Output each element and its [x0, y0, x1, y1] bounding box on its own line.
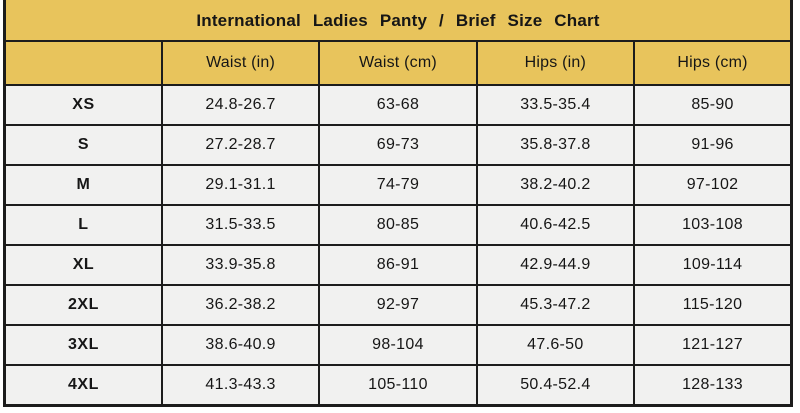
size-cell: 2XL: [3, 284, 163, 326]
waist-in-cell: 27.2-28.7: [160, 124, 321, 166]
size-cell: L: [3, 204, 163, 246]
hips-in-cell: 45.3-47.2: [475, 284, 636, 326]
waist-in-cell: 31.5-33.5: [160, 204, 321, 246]
hips-cm-cell: 91-96: [633, 124, 793, 166]
waist-cm-cell: 80-85: [318, 204, 478, 246]
waist-cm-cell: 98-104: [318, 324, 478, 366]
table-row-3xl: 3XL 38.6-40.9 98-104 47.6-50 121-127: [3, 324, 793, 366]
waist-cm-cell: 63-68: [318, 84, 478, 126]
hips-in-cell: 35.8-37.8: [475, 124, 636, 166]
hips-cm-cell: 109-114: [633, 244, 793, 286]
waist-in-cell: 36.2-38.2: [160, 284, 321, 326]
hips-in-cell: 50.4-52.4: [475, 364, 636, 407]
hips-cm-cell: 103-108: [633, 204, 793, 246]
waist-in-cell: 33.9-35.8: [160, 244, 321, 286]
col-header-hips-cm: Hips (cm): [633, 40, 793, 86]
col-header-waist-in: Waist (in): [160, 40, 321, 86]
hips-in-cell: 38.2-40.2: [475, 164, 636, 206]
waist-cm-cell: 86-91: [318, 244, 478, 286]
size-cell: XL: [3, 244, 163, 286]
hips-cm-cell: 115-120: [633, 284, 793, 326]
hips-cm-cell: 128-133: [633, 364, 793, 407]
hips-in-cell: 42.9-44.9: [475, 244, 636, 286]
col-header-hips-in: Hips (in): [475, 40, 636, 86]
hips-in-cell: 40.6-42.5: [475, 204, 636, 246]
hips-cm-cell: 97-102: [633, 164, 793, 206]
waist-in-cell: 29.1-31.1: [160, 164, 321, 206]
chart-title: International Ladies Panty / Brief Size …: [3, 0, 793, 42]
size-cell: 4XL: [3, 364, 163, 407]
waist-cm-cell: 92-97: [318, 284, 478, 326]
title-row: International Ladies Panty / Brief Size …: [3, 0, 793, 42]
size-cell: M: [3, 164, 163, 206]
waist-cm-cell: 74-79: [318, 164, 478, 206]
table-row-2xl: 2XL 36.2-38.2 92-97 45.3-47.2 115-120: [3, 284, 793, 326]
table-row-xs: XS 24.8-26.7 63-68 33.5-35.4 85-90: [3, 84, 793, 126]
table-row-m: M 29.1-31.1 74-79 38.2-40.2 97-102: [3, 164, 793, 206]
waist-in-cell: 38.6-40.9: [160, 324, 321, 366]
table-row-s: S 27.2-28.7 69-73 35.8-37.8 91-96: [3, 124, 793, 166]
size-cell: 3XL: [3, 324, 163, 366]
size-cell: XS: [3, 84, 163, 126]
hips-cm-cell: 121-127: [633, 324, 793, 366]
table-row-xl: XL 33.9-35.8 86-91 42.9-44.9 109-114: [3, 244, 793, 286]
size-cell: S: [3, 124, 163, 166]
table-row-l: L 31.5-33.5 80-85 40.6-42.5 103-108: [3, 204, 793, 246]
col-header-size: [3, 40, 163, 86]
hips-in-cell: 47.6-50: [475, 324, 636, 366]
waist-cm-cell: 69-73: [318, 124, 478, 166]
hips-cm-cell: 85-90: [633, 84, 793, 126]
column-header-row: Waist (in) Waist (cm) Hips (in) Hips (cm…: [3, 40, 793, 86]
waist-cm-cell: 105-110: [318, 364, 478, 407]
waist-in-cell: 41.3-43.3: [160, 364, 321, 407]
col-header-waist-cm: Waist (cm): [318, 40, 478, 86]
size-chart-table: International Ladies Panty / Brief Size …: [3, 0, 793, 407]
hips-in-cell: 33.5-35.4: [475, 84, 636, 126]
waist-in-cell: 24.8-26.7: [160, 84, 321, 126]
table-row-4xl: 4XL 41.3-43.3 105-110 50.4-52.4 128-133: [3, 364, 793, 407]
